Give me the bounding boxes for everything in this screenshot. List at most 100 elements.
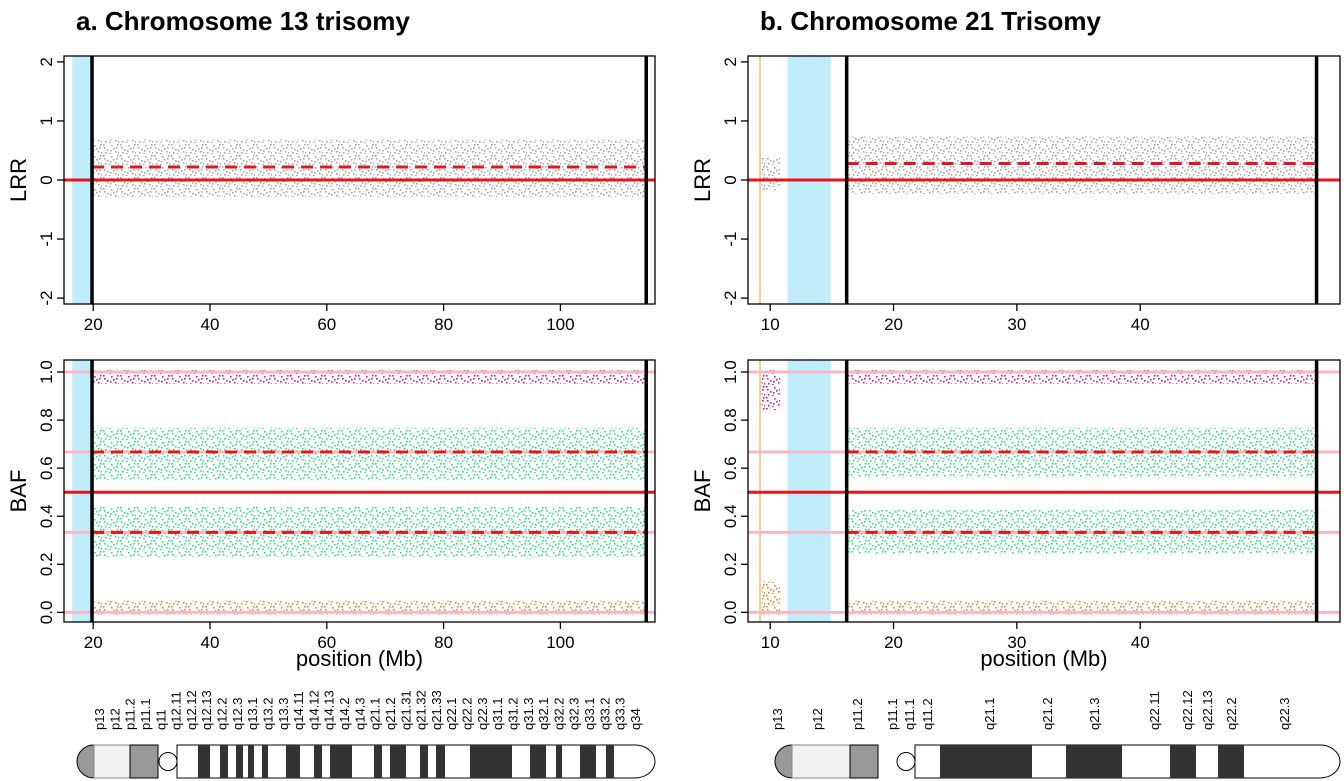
dark-band xyxy=(262,745,268,778)
dark-band xyxy=(606,745,614,778)
dark-band xyxy=(580,745,596,778)
band-label: q33.2 xyxy=(597,697,612,730)
plot-frame xyxy=(747,359,1341,623)
band-label: q21.32 xyxy=(414,690,429,730)
dark-band xyxy=(330,745,352,778)
point-cloud xyxy=(846,136,1317,194)
band-label: q11.1 xyxy=(902,698,917,730)
dark-band xyxy=(470,745,512,778)
x-tick-label: 80 xyxy=(434,315,453,334)
x-tick-label: 100 xyxy=(546,315,574,334)
band-label: q31.2 xyxy=(505,697,520,730)
x-tick-label: 10 xyxy=(761,633,780,652)
band-label: q12.2 xyxy=(215,697,230,730)
y-tick-label: 0.8 xyxy=(721,408,740,432)
dark-band xyxy=(940,745,1032,778)
plot-area xyxy=(748,56,1340,304)
y-tick-label: 1.0 xyxy=(721,360,740,384)
band-label: q22.2 xyxy=(460,697,475,730)
x-tick-label: 20 xyxy=(84,633,103,652)
band-label: q31.1 xyxy=(490,697,505,730)
band-label: q21.33 xyxy=(429,690,444,730)
y-axis-label: LRR xyxy=(6,158,31,202)
x-tick-label: 30 xyxy=(1007,315,1026,334)
panel: 20 40 60 80 100 -2 -1 0 1 2 LRR a. Chromosome 13 tr… xyxy=(6,6,656,334)
x-axis-label: position (Mb) xyxy=(980,646,1107,671)
p-arm-band xyxy=(849,744,879,779)
y-tick-label: -1 xyxy=(37,231,56,246)
band-label: q32.3 xyxy=(567,697,582,730)
y-tick-label: -1 xyxy=(721,231,740,246)
panel: 10 20 30 40 0.0 0.2 0.4 0.6 0.8 1.0 BAF position (M… xyxy=(690,359,1341,671)
y-tick-label: 0 xyxy=(721,175,740,184)
dark-band xyxy=(314,745,322,778)
point-cloud xyxy=(92,427,647,480)
y-axis-label: BAF xyxy=(690,470,715,513)
point-cloud xyxy=(761,157,781,191)
band-label: q12.3 xyxy=(230,697,245,730)
x-tick-label: 40 xyxy=(1131,315,1150,334)
band-label: q14.12 xyxy=(306,690,321,730)
band-label: q22.3 xyxy=(475,697,490,730)
x-tick-label: 20 xyxy=(84,315,103,334)
dark-band xyxy=(390,745,406,778)
x-tick-label: 20 xyxy=(884,315,903,334)
band-label: q21.31 xyxy=(398,690,413,730)
point-cloud xyxy=(761,581,781,615)
band-label: q14.2 xyxy=(337,697,352,730)
band-label: q22.13 xyxy=(1200,690,1215,730)
band-label: q12.13 xyxy=(199,690,214,730)
band-label: q11 xyxy=(153,709,168,730)
chart-title: a. Chromosome 13 trisomy xyxy=(76,6,410,36)
band-label: q34 xyxy=(628,708,643,730)
y-tick-label: 0.4 xyxy=(721,504,740,528)
band-label: q14.13 xyxy=(322,690,337,730)
y-tick-label: 0.0 xyxy=(721,601,740,625)
p-arm-tip xyxy=(76,744,95,779)
y-tick-label: 0.2 xyxy=(37,552,56,576)
band-label: q21.1 xyxy=(982,697,997,730)
plot-area xyxy=(748,360,1340,622)
p-arm-stalk xyxy=(93,744,131,779)
point-cloud xyxy=(761,370,781,411)
panel: 20 40 60 80 100 0.0 0.2 0.4 0.6 0.8 1.0 BAF position… xyxy=(6,359,656,671)
band-label: q32.1 xyxy=(536,697,551,730)
band-label: q22.11 xyxy=(1147,691,1162,730)
band-label: q33.3 xyxy=(613,697,628,730)
x-tick-label: 100 xyxy=(546,633,574,652)
band-label: q13.3 xyxy=(276,697,291,730)
dark-band xyxy=(1170,745,1196,778)
dark-band xyxy=(436,745,445,778)
band-label: p12 xyxy=(107,708,122,730)
y-axis-label: BAF xyxy=(6,470,31,513)
y-tick-label: 2 xyxy=(721,57,740,66)
band-label: q11.2 xyxy=(920,698,935,730)
plot-area xyxy=(64,360,655,622)
centromere xyxy=(896,752,916,771)
dark-band xyxy=(220,745,228,778)
band-label: q22.1 xyxy=(444,697,459,730)
band-label: q22.2 xyxy=(1224,697,1239,730)
dark-band xyxy=(286,745,300,778)
y-tick-label: 0.6 xyxy=(37,456,56,480)
band-label: p11.2 xyxy=(123,698,138,730)
x-tick-label: 60 xyxy=(317,633,336,652)
y-tick-label: 2 xyxy=(37,57,56,66)
chart-title: b. Chromosome 21 Trisomy xyxy=(760,6,1102,36)
band-label: p12 xyxy=(810,708,825,730)
y-tick-label: 0.2 xyxy=(721,552,740,576)
band-label: q14.11 xyxy=(291,691,306,730)
band-label: q21.3 xyxy=(1087,697,1102,730)
band-label: q32.2 xyxy=(551,697,566,730)
dark-band xyxy=(198,745,210,778)
dark-band xyxy=(556,745,562,778)
dark-band xyxy=(530,745,546,778)
dark-band xyxy=(1066,745,1122,778)
y-tick-label: 0.8 xyxy=(37,408,56,432)
band-label: q13.1 xyxy=(245,697,260,730)
x-tick-label: 60 xyxy=(317,315,336,334)
band-label: q13.2 xyxy=(260,697,275,730)
band-label: p11.1 xyxy=(885,698,900,730)
ideogram: p13 p12 p11.2 p11.1 q11.1 q11.2 q21.1 q21.2 q21.… xyxy=(770,690,1341,779)
x-tick-label: 20 xyxy=(884,633,903,652)
